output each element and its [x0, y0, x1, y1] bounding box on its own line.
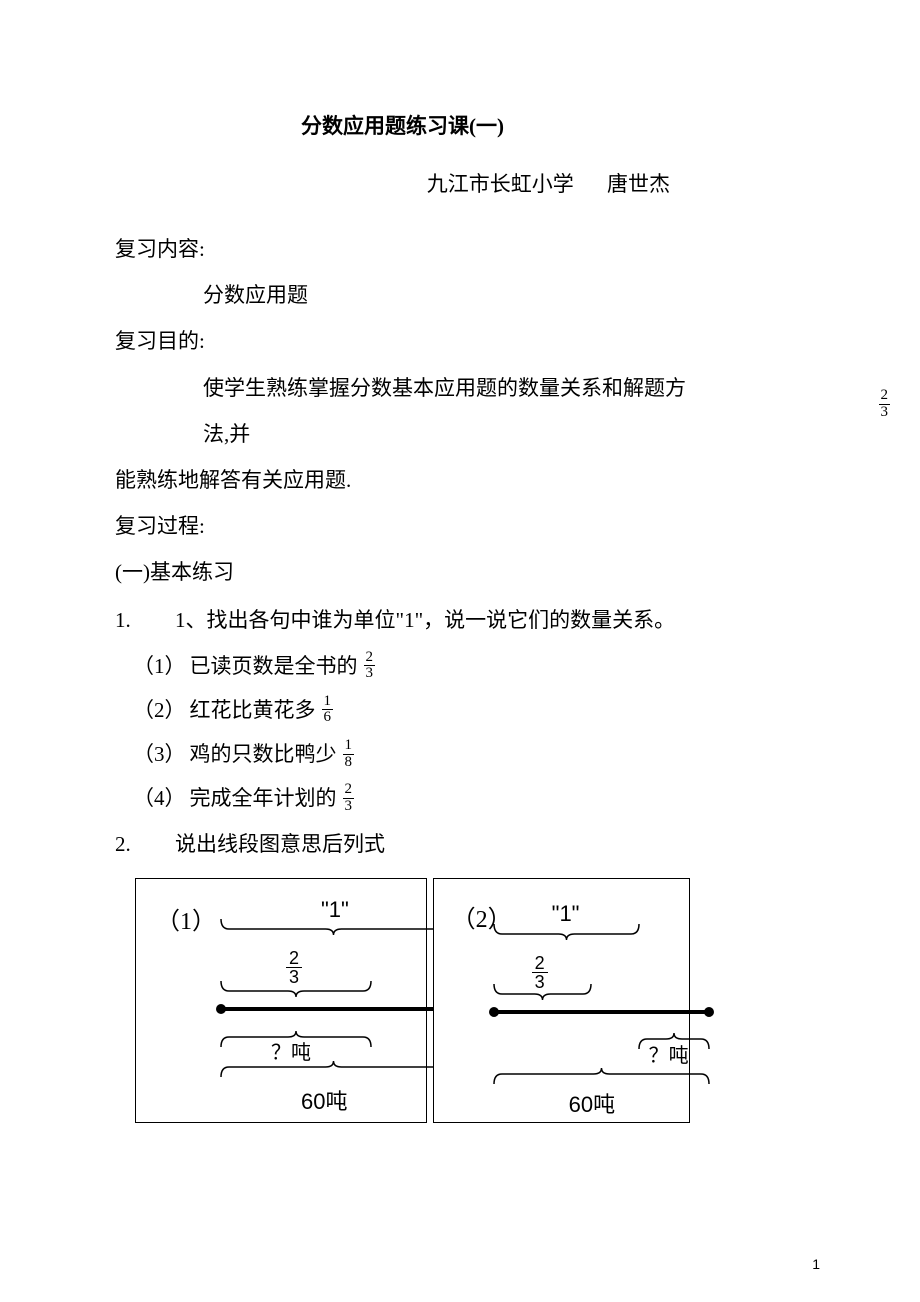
frac-num: 2	[343, 782, 355, 799]
q1-item-1-text: 已读页数是全书的	[190, 644, 358, 688]
frac-den: 8	[343, 755, 355, 771]
q1-item-3: （3） 鸡的只数比鸭少 1 8	[115, 732, 690, 776]
d2-total: 60吨	[569, 1087, 615, 1119]
frac-den: 3	[879, 405, 891, 421]
frac-den: 3	[364, 666, 376, 682]
review-goal-line1: 使学生熟练掌握分数基本应用题的数量关系和解题方法,并	[115, 365, 690, 457]
q2-num: 2.	[115, 820, 175, 868]
d1-total: 60吨	[301, 1084, 347, 1116]
q1-item-4-text: 完成全年计划的	[190, 776, 337, 820]
q1-num: 1.	[115, 596, 175, 644]
review-goal-label: 复习目的:	[115, 318, 690, 364]
fraction-icon: 2 3	[364, 650, 376, 683]
d1-frac: 2 3	[286, 949, 302, 986]
q1-item-2: （2） 红花比黄花多 1 6	[115, 688, 690, 732]
frac-den: 3	[532, 973, 548, 991]
frac-num: 2	[532, 954, 548, 973]
frac-num: 2	[286, 949, 302, 968]
q1-item-4: （4） 完成全年计划的 2 3	[115, 776, 690, 820]
q1-item-1-label: （1）	[133, 644, 186, 688]
byline: 九江市长虹小学 唐世杰	[115, 168, 690, 198]
d1-one: "1"	[321, 897, 349, 923]
page-number: 1	[812, 1256, 820, 1272]
frac-den: 3	[286, 968, 302, 986]
d2-num: （2）	[452, 899, 512, 934]
frac-num: 2	[364, 650, 376, 667]
q2-text: 说出线段图意思后列式	[175, 820, 385, 868]
review-content-label: 复习内容:	[115, 226, 690, 272]
d2-frac: 2 3	[532, 954, 548, 991]
q1-item-3-text: 鸡的只数比鸭少	[190, 732, 337, 776]
d2-one: "1"	[552, 901, 580, 927]
frac-num: 1	[343, 738, 355, 755]
q1-item-4-label: （4）	[133, 776, 186, 820]
school-name: 九江市长虹小学	[427, 172, 574, 196]
q1-item-3-label: （3）	[133, 732, 186, 776]
frac-num: 1	[322, 694, 334, 711]
author-name: 唐世杰	[607, 172, 670, 196]
diagram-1: （1） "1" 2 3 ？吨 60吨	[135, 878, 427, 1123]
q1-text: 1、找出各句中谁为单位"1"，说一说它们的数量关系。	[175, 596, 675, 644]
fraction-icon: 2 3	[343, 782, 355, 815]
review-goal-line2: 能熟练地解答有关应用题.	[115, 457, 690, 503]
diagram-2: （2） "1" 2 3 ？吨 60吨	[433, 878, 690, 1123]
diagram-row: （1） "1" 2 3 ？吨 60吨 （2） "1" 2 3 ？吨 60吨	[135, 878, 690, 1123]
frac-num: 2	[879, 388, 891, 405]
d1-q: ？吨	[271, 1036, 311, 1065]
part1-label: (一)基本练习	[115, 549, 690, 595]
fraction-icon: 1 6	[322, 694, 334, 727]
frac-den: 3	[343, 799, 355, 815]
q1-item-2-label: （2）	[133, 688, 186, 732]
margin-fraction: 2 3	[879, 388, 891, 421]
q1-item-2-text: 红花比黄花多	[190, 688, 316, 732]
frac-den: 6	[322, 710, 334, 726]
page: 分数应用题练习课(一) 九江市长虹小学 唐世杰 复习内容: 分数应用题 复习目的…	[0, 0, 790, 1163]
d1-num: （1）	[156, 901, 216, 936]
q1-item-1: （1） 已读页数是全书的 2 3	[115, 644, 690, 688]
doc-title: 分数应用题练习课(一)	[115, 110, 690, 140]
review-content-body: 分数应用题	[115, 272, 690, 318]
q2-line: 2. 说出线段图意思后列式	[115, 820, 690, 868]
q1-line: 1. 1、找出各句中谁为单位"1"，说一说它们的数量关系。	[115, 596, 690, 644]
d2-q: ？吨	[649, 1039, 689, 1068]
fraction-icon: 1 8	[343, 738, 355, 771]
review-process-label: 复习过程:	[115, 503, 690, 549]
